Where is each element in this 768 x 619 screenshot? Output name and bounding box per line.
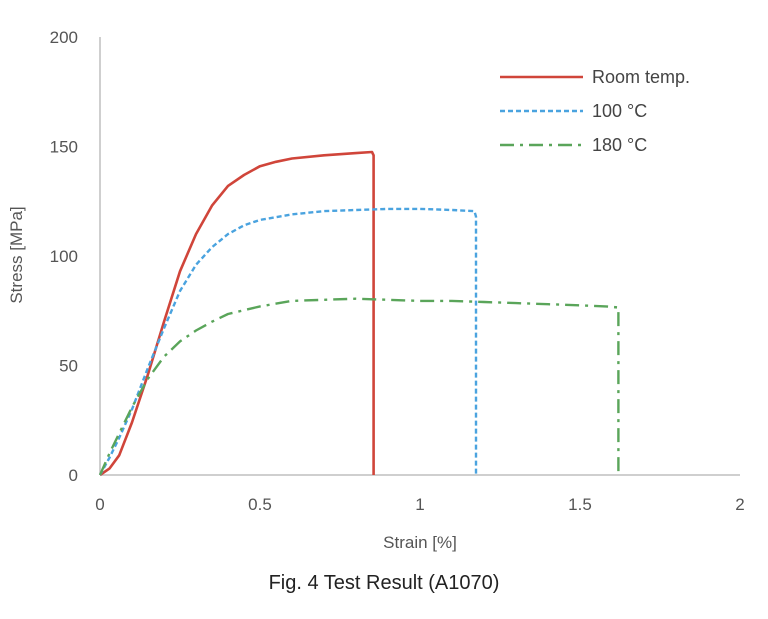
stress-strain-chart: 0 50 100 150 200 0 0.5 1 1.5 2 Room temp. 100 °C 18… [7, 28, 745, 552]
y-tick-label: 200 [50, 28, 78, 47]
x-tick-label: 0 [95, 495, 104, 514]
series-line [99, 150, 375, 477]
x-tick-label: 0.5 [248, 495, 272, 514]
x-tick-label: 2 [735, 495, 744, 514]
legend: Room temp. 100 °C 180 °C [500, 67, 690, 155]
y-tick-label: 100 [50, 247, 78, 266]
series-layer [98, 150, 620, 477]
y-tick-label: 0 [69, 466, 78, 485]
x-tick-label: 1 [415, 495, 424, 514]
y-tick-label: 150 [50, 138, 78, 157]
series-line [98, 207, 478, 476]
legend-label: 100 °C [592, 101, 647, 121]
tick-labels: 0 50 100 150 200 0 0.5 1 1.5 2 [50, 28, 745, 514]
x-tick-label: 1.5 [568, 495, 592, 514]
figure-caption: Fig. 4 Test Result (A1070) [268, 572, 500, 594]
axes [99, 37, 740, 476]
series-line [98, 297, 620, 476]
legend-label: 180 °C [592, 135, 647, 155]
legend-label: Room temp. [592, 67, 690, 87]
y-axis-label: Stress [MPa] [7, 206, 26, 303]
y-tick-label: 50 [59, 357, 78, 376]
x-axis-label: Strain [%] [383, 533, 457, 552]
